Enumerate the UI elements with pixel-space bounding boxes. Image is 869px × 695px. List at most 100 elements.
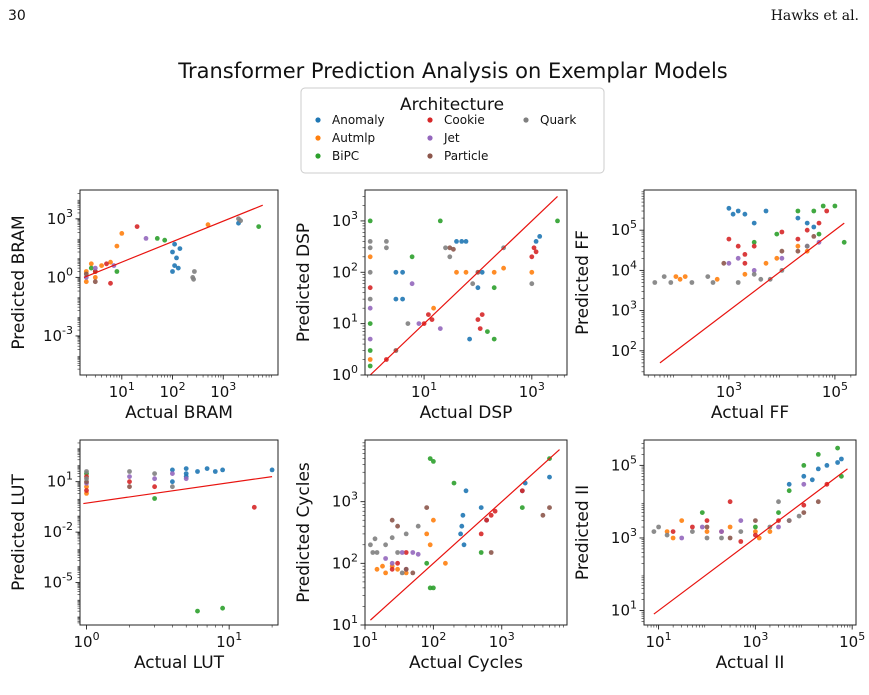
data-point-cookie [533, 249, 539, 255]
y-tick-label: 100 [332, 363, 358, 384]
panel-ii: 101 103 105 101 103 105 Actual II Predicted II [573, 439, 865, 673]
y-tick-label: 103 [47, 207, 73, 228]
panel-dsp: 101 103 100 101 102 103 Actual DSP Predicted DS… [294, 189, 568, 423]
data-point-particle [795, 248, 801, 254]
data-point-anomaly [212, 469, 218, 474]
data-point-quark [704, 535, 710, 541]
data-point-anomaly [537, 234, 543, 239]
data-point-autmlp [774, 255, 780, 261]
data-point-anomaly [751, 220, 757, 226]
data-point-bipc [409, 254, 415, 260]
data-point-quark [405, 321, 411, 326]
data-point-quark [368, 542, 373, 548]
data-point-particle [488, 550, 494, 555]
legend-label: Jet [443, 131, 460, 145]
data-point-quark [664, 532, 670, 538]
legend-entry: Particle [427, 149, 488, 163]
legend: Architecture Anomaly Autmlp BiPC Cookie Jet P… [300, 87, 605, 174]
data-point-particle [447, 245, 453, 251]
data-point-particle [92, 279, 98, 285]
data-point-particle [811, 234, 817, 239]
data-point-anomaly [172, 241, 178, 247]
data-point-cookie [108, 280, 113, 286]
reference-line [659, 222, 845, 364]
y-tick-label: 101 [611, 599, 637, 620]
data-point-particle [403, 566, 409, 572]
data-point-cookie [690, 524, 695, 530]
data-point-autmlp [753, 529, 758, 534]
data-point-quark [776, 499, 781, 505]
data-point-autmlp [742, 271, 748, 277]
data-point-quark [367, 239, 373, 244]
plot-frame [364, 189, 568, 376]
data-point-cookie [704, 518, 710, 523]
data-point-jet [751, 268, 757, 273]
data-point-particle [424, 505, 430, 510]
data-point-anomaly [175, 265, 181, 271]
data-point-anomaly [400, 269, 405, 275]
data-point-quark [384, 245, 389, 251]
points [368, 456, 552, 591]
data-point-cookie [251, 504, 257, 510]
data-point-jet [415, 551, 421, 557]
minor-ticks [77, 442, 273, 628]
x-tick-label: 101 [411, 380, 437, 401]
data-point-quark [447, 254, 453, 260]
data-point-jet [92, 265, 98, 271]
data-point-bipc [367, 363, 373, 369]
data-point-cookie [426, 312, 431, 317]
data-point-anomaly [220, 467, 226, 473]
legend-entry: Jet [427, 131, 460, 145]
data-point-quark [192, 269, 197, 274]
y-tick-label: 101 [47, 470, 73, 491]
data-point-autmlp [367, 357, 373, 362]
data-point-anomaly [204, 466, 210, 471]
data-point-cookie [519, 488, 525, 494]
data-point-bipc [811, 208, 817, 214]
data-point-bipc [367, 321, 373, 326]
panel-ff: 103 105 102 103 104 105 Actual FF Predicted FF [573, 189, 857, 423]
data-point-particle [451, 246, 456, 252]
data-point-anomaly [475, 285, 481, 291]
data-point-quark [84, 476, 89, 482]
x-tick-label: 103 [210, 380, 236, 401]
data-point-cookie [738, 539, 744, 544]
points [367, 218, 560, 369]
data-point-quark [529, 281, 535, 287]
data-point-bipc [256, 224, 262, 230]
data-point-autmlp [427, 542, 433, 548]
data-point-cookie [529, 254, 535, 260]
data-point-jet [183, 476, 189, 482]
legend-marker [427, 135, 433, 141]
data-point-jet [779, 255, 785, 261]
data-point-autmlp [395, 566, 400, 572]
data-point-cookie [751, 243, 757, 249]
x-tick-label: 103 [742, 630, 768, 651]
data-point-jet [416, 321, 422, 326]
data-point-quark [399, 570, 405, 576]
y-axis-label: Predicted Cycles [294, 462, 314, 603]
data-point-cookie [824, 208, 830, 214]
plot-frame [643, 189, 857, 376]
x-tick-label: 105 [839, 630, 865, 651]
y-axis-label: Predicted II [573, 485, 593, 580]
data-point-quark [152, 471, 158, 476]
data-point-particle [753, 518, 758, 523]
y-tick-label: 10-5 [43, 571, 73, 592]
data-point-cookie [801, 502, 807, 508]
points [84, 466, 275, 614]
y-tick-label: 102 [611, 339, 637, 360]
y-tick-label: 101 [332, 613, 358, 634]
data-point-anomaly [533, 239, 539, 244]
legend-entry: Quark [523, 113, 576, 127]
data-point-bipc [491, 285, 497, 291]
x-tick-label: 101 [352, 630, 378, 651]
legend-entry: Cookie [427, 113, 485, 127]
y-tick-label: 103 [611, 299, 637, 320]
y-tick-label: 103 [332, 209, 358, 230]
data-point-cookie [395, 560, 400, 566]
data-point-cookie [742, 252, 748, 257]
legend-label: BiPC [332, 149, 359, 163]
data-point-particle [83, 271, 89, 277]
data-point-quark [710, 280, 716, 285]
